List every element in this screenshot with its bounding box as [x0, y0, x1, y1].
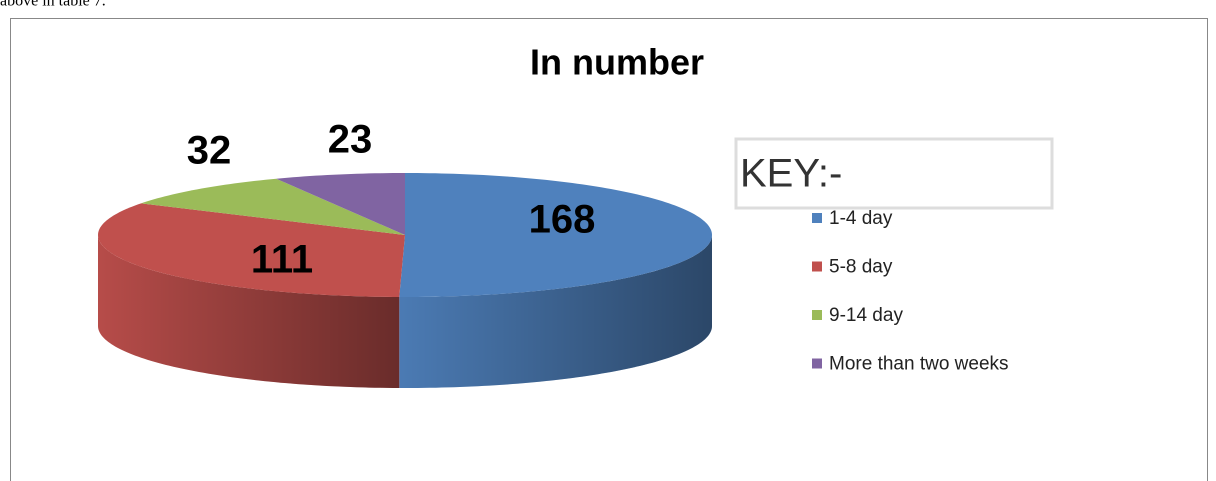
legend-label: 5-8 day	[829, 257, 893, 278]
pie-slice	[141, 178, 405, 235]
chart-frame	[10, 18, 1208, 481]
legend-swatch	[812, 213, 822, 223]
data-label: 111	[251, 238, 313, 282]
legend-swatch	[812, 310, 822, 320]
legend-label: 9-14 day	[829, 305, 903, 326]
document-text: above in table 7.	[0, 0, 106, 10]
pie-slice	[276, 173, 405, 235]
pie-slice	[98, 203, 406, 297]
legend-title: KEY:-	[740, 152, 842, 196]
data-label: 168	[529, 198, 596, 242]
legend-title-box	[734, 137, 1054, 210]
legend-swatch	[812, 261, 822, 272]
data-label: 23	[328, 118, 373, 162]
pie-slice	[399, 173, 712, 297]
chart-title: In number	[530, 42, 704, 83]
legend-swatch	[812, 358, 822, 369]
pie-side-shade	[399, 235, 712, 388]
legend-label: More than two weeks	[829, 354, 1009, 375]
data-label: 32	[187, 129, 232, 173]
legend-label: 1-4 day	[829, 208, 893, 229]
pie-side-shade	[98, 235, 400, 388]
